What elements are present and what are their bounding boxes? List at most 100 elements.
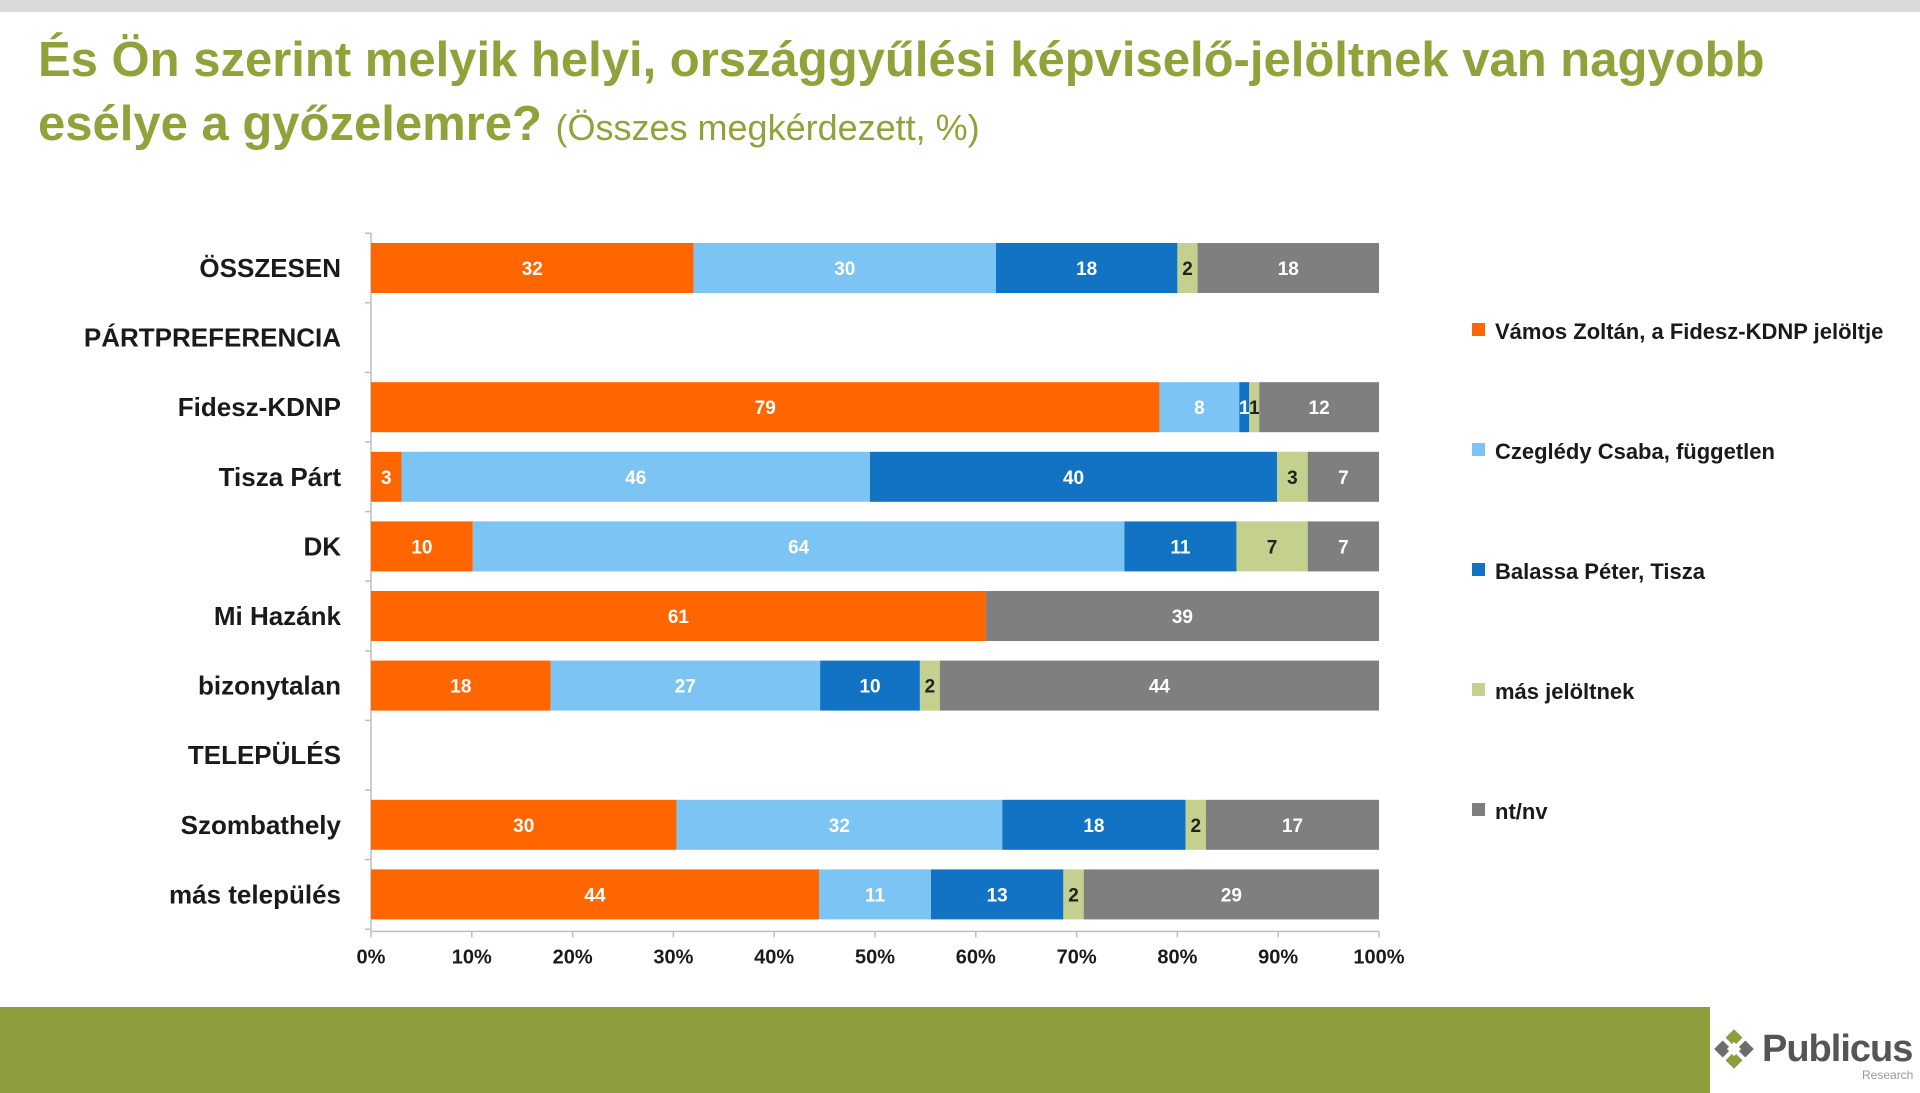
x-tick-label: 90% — [1258, 946, 1298, 968]
legend-item: Balassa Péter, Tisza — [1472, 556, 1892, 588]
legend-swatch — [1472, 323, 1485, 336]
bar-segment — [371, 382, 1160, 433]
bar-segment — [472, 521, 1125, 572]
data-label: 12 — [1309, 398, 1330, 419]
data-label: 18 — [1083, 816, 1104, 837]
bar-segment — [371, 451, 402, 502]
bar-segment — [1177, 243, 1198, 293]
bar-segment — [995, 243, 1178, 293]
data-label: 7 — [1267, 537, 1278, 558]
bar-segment — [931, 869, 1064, 920]
publicus-logo: Publicus Research — [1712, 1020, 1920, 1093]
category-label: TELEPÜLÉS — [188, 740, 341, 770]
logo-name: Publicus — [1762, 1028, 1913, 1070]
data-label: 64 — [788, 537, 810, 558]
category-label: DK — [303, 531, 341, 561]
legend-swatch — [1472, 803, 1485, 816]
data-label: 79 — [755, 398, 776, 419]
x-tick-label: 100% — [1353, 946, 1404, 968]
data-label: 3 — [1287, 468, 1298, 489]
legend-swatch — [1472, 683, 1485, 696]
data-label: 40 — [1063, 468, 1084, 489]
bar-segment — [1197, 243, 1379, 293]
category-label: Szombathely — [181, 810, 342, 840]
data-label: 1 — [1239, 398, 1250, 419]
category-label: PÁRTPREFERENCIA — [84, 323, 341, 353]
data-label: 10 — [859, 677, 880, 698]
bar-segment — [693, 243, 996, 293]
data-label: 46 — [625, 468, 646, 489]
bar-segment — [985, 591, 1379, 641]
legend-item: más jelöltnek — [1472, 676, 1892, 708]
data-label: 32 — [829, 816, 850, 837]
data-label: 2 — [1190, 816, 1201, 837]
bar-segment — [819, 869, 931, 920]
legend-item: nt/nv — [1472, 796, 1892, 828]
page-title: És Ön szerint melyik helyi, országgyűlés… — [38, 28, 1858, 160]
category-label: Fidesz-KDNP — [178, 392, 341, 422]
legend-swatch — [1472, 563, 1485, 576]
x-tick-label: 10% — [452, 946, 492, 968]
category-label: ÖSSZESEN — [199, 253, 341, 283]
bar-segment — [919, 660, 940, 711]
data-label: 44 — [1149, 677, 1171, 698]
x-tick-label: 70% — [1057, 946, 1097, 968]
data-label: 1 — [1249, 398, 1260, 419]
bar-segment — [1159, 382, 1240, 433]
bar-segment — [1236, 521, 1308, 572]
footer-band — [0, 1007, 1710, 1093]
bar-segment — [1277, 451, 1308, 502]
data-label: 30 — [513, 816, 534, 837]
logo-sub: Research — [1862, 1068, 1914, 1082]
x-tick-label: 30% — [653, 946, 693, 968]
data-label: 32 — [522, 259, 543, 280]
bar-segment — [820, 660, 920, 711]
stacked-bar-chart: 0% 10% 20% 30% 40% 50% 60% 70% 80% 90% 100% ÖSSZESE… — [84, 232, 1405, 968]
category-label: bizonytalan — [198, 671, 341, 701]
title-text: És Ön szerint melyik helyi, országgyűlés… — [38, 33, 1765, 151]
bar-segment — [371, 243, 694, 293]
top-rule — [0, 0, 1920, 12]
x-tick-label: 60% — [956, 946, 996, 968]
legend-label: Vámos Zoltán, a Fidesz-KDNP jelöltje — [1495, 319, 1884, 344]
bar-segment — [371, 799, 677, 850]
category-label: más település — [169, 879, 341, 909]
bar-segment — [869, 451, 1278, 502]
data-label: 27 — [675, 677, 696, 698]
data-label: 39 — [1172, 607, 1193, 628]
data-label: 18 — [450, 677, 471, 698]
data-label: 7 — [1338, 468, 1349, 489]
bar-segment — [1307, 451, 1379, 502]
data-label: 10 — [411, 537, 432, 558]
legend-swatch — [1472, 443, 1485, 456]
bar-segment — [1063, 869, 1084, 920]
data-label: 3 — [381, 468, 392, 489]
bar-segment — [1124, 521, 1237, 572]
x-tick-label: 40% — [754, 946, 794, 968]
bar-segment — [1205, 799, 1379, 850]
bar-segment — [676, 799, 1003, 850]
data-label: 2 — [925, 677, 936, 698]
bar-segment — [1259, 382, 1379, 433]
data-label: 17 — [1282, 816, 1303, 837]
x-tick-label: 80% — [1157, 946, 1197, 968]
bar-segment — [1002, 799, 1186, 850]
legend-item: Vámos Zoltán, a Fidesz-KDNP jelöltje — [1472, 316, 1892, 348]
bar-segment — [1239, 382, 1250, 433]
data-label: 11 — [865, 885, 886, 906]
legend-label: nt/nv — [1495, 799, 1548, 824]
bar-segment — [1185, 799, 1206, 850]
x-tick-label: 0% — [357, 946, 386, 968]
legend-label: más jelöltnek — [1495, 679, 1635, 704]
data-label: 11 — [1170, 537, 1191, 558]
bar-segment — [939, 660, 1379, 711]
data-label: 13 — [987, 885, 1008, 906]
category-label: Tisza Párt — [219, 462, 342, 492]
data-label: 7 — [1338, 537, 1349, 558]
bar-segment — [371, 660, 551, 711]
data-label: 2 — [1182, 259, 1193, 280]
bar-segment — [371, 869, 819, 920]
bar-segment — [550, 660, 821, 711]
data-label: 8 — [1194, 398, 1205, 419]
bar-segment — [1249, 382, 1260, 433]
